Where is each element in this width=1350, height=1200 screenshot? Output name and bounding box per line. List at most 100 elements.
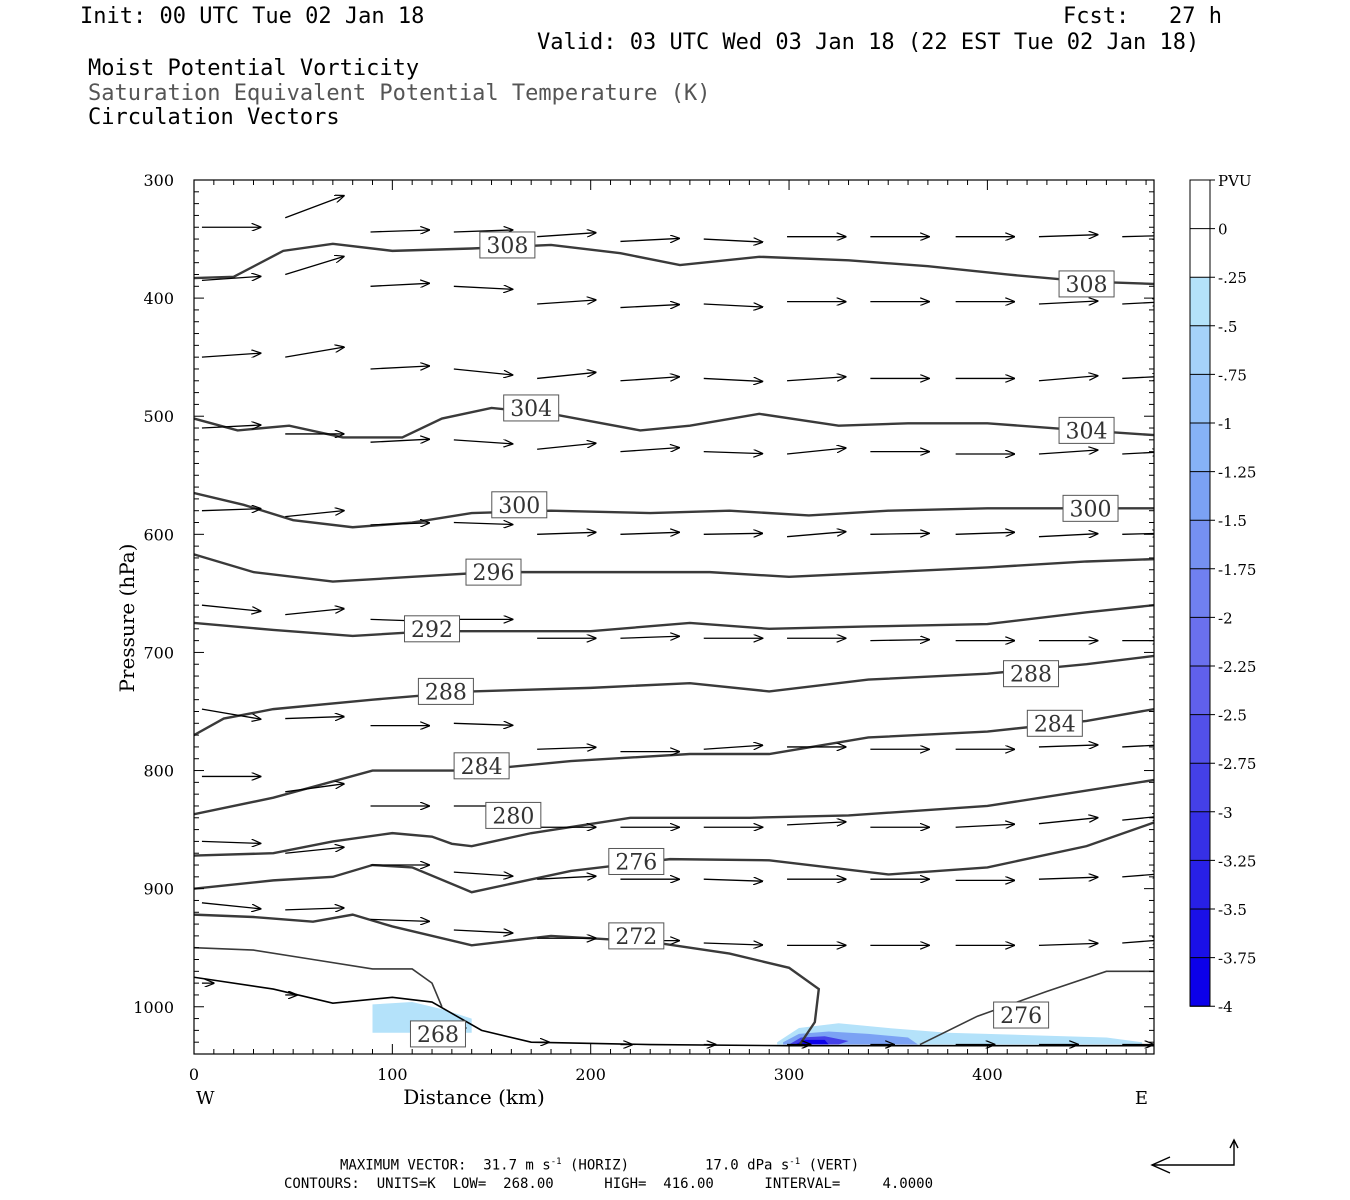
contour-label: 304 [510, 397, 552, 422]
colorbar-label: -3.75 [1218, 950, 1256, 968]
theta-es-contour-6 [194, 707, 1154, 816]
circulation-vector [703, 879, 763, 881]
reference-vector-head-v [1229, 1138, 1239, 1149]
circulation-vector [453, 930, 513, 933]
contour-label-box [503, 394, 560, 422]
max-vector-horiz-exp: -1 [550, 1157, 562, 1167]
circulation-vector [1122, 745, 1154, 747]
contour-label-box [1058, 270, 1115, 298]
circulation-vector [787, 532, 846, 538]
circulation-vector [285, 347, 344, 358]
circulation-vector [537, 747, 596, 749]
circulation-vector [1038, 376, 1098, 382]
circulation-vector [201, 708, 261, 719]
circulation-vector [453, 230, 513, 232]
circulation-vector [703, 745, 763, 750]
contour-label: 304 [1066, 419, 1108, 444]
contour-label: 288 [425, 680, 467, 705]
colorbar-label: -.5 [1218, 318, 1237, 336]
pv-shading-2 [898, 973, 920, 984]
west-label: W [196, 1088, 215, 1109]
contour-label: 300 [498, 494, 540, 519]
contour-label: 284 [1034, 712, 1076, 737]
circulation-vector [703, 239, 763, 242]
circulation-vector [1122, 874, 1154, 877]
max-vector-horiz-label: (HORIZ) [561, 1157, 629, 1174]
colorbar-swatch [1190, 325, 1210, 375]
max-vector-horiz-value: MAXIMUM VECTOR: 31.7 m s [340, 1157, 551, 1174]
circulation-vector [201, 276, 261, 282]
contour-label-box [479, 231, 536, 259]
colorbar-unit: PVU [1218, 172, 1252, 190]
colorbar-label: -2.5 [1218, 707, 1247, 725]
contour-label-box [608, 922, 665, 950]
circulation-vector [1122, 452, 1154, 454]
colorbar-swatch [1190, 180, 1210, 229]
circulation-vector [285, 256, 344, 276]
circulation-vector [703, 452, 763, 454]
colorbar-label: -1.25 [1218, 464, 1256, 482]
circulation-vector [1122, 533, 1154, 534]
colorbar-label: -1.5 [1218, 512, 1247, 530]
circulation-vector [1122, 376, 1154, 378]
colorbar-swatch [1190, 471, 1210, 521]
colorbar-swatch [1190, 860, 1210, 909]
theta-es-contour-1 [194, 406, 1154, 439]
circulation-vector [870, 640, 929, 641]
circulation-vector [620, 636, 679, 638]
contour-label: 300 [1070, 497, 1112, 522]
colorbar-label: -3.5 [1218, 901, 1247, 919]
circulation-vector [620, 448, 679, 453]
circulation-vector [620, 532, 679, 534]
max-vector-note: MAXIMUM VECTOR: 31.7 m s-1 (HORIZ) 17.0 d… [340, 1158, 859, 1173]
circulation-vector [201, 902, 261, 909]
contour-label: 272 [615, 925, 657, 950]
circulation-vector [285, 196, 344, 219]
circulation-vector [1038, 818, 1098, 825]
reference-vector-head-h [1150, 1156, 1171, 1174]
colorbar-label: -3 [1218, 804, 1233, 822]
y-tick-label: 500 [143, 407, 174, 426]
x-axis-label: Distance (km) [403, 1085, 545, 1109]
colorbar-label: -4 [1218, 998, 1233, 1016]
circulation-vector [201, 425, 261, 428]
circulation-vector [1038, 877, 1098, 879]
theta-es-contour-11 [194, 946, 443, 1008]
circulation-vector [787, 822, 846, 825]
contour-label: 276 [615, 850, 657, 875]
colorbar-swatch [1190, 666, 1210, 715]
circulation-vector [537, 300, 596, 305]
contour-label-box [1026, 709, 1083, 737]
circulation-vector [1122, 236, 1154, 237]
circulation-vector [1038, 943, 1098, 945]
x-tick-label: 300 [774, 1065, 805, 1084]
contour-info: CONTOURS: UNITS=K LOW= 268.00 HIGH= 416.… [284, 1176, 934, 1192]
circulation-vector [870, 533, 929, 534]
circulation-vector [955, 824, 1015, 827]
plot-content [194, 196, 1154, 1047]
circulation-vector [537, 443, 596, 450]
contour-label: 284 [461, 755, 503, 780]
y-tick-label: 800 [143, 762, 174, 781]
circulation-vector [537, 372, 596, 380]
colorbar-swatch [1190, 520, 1210, 569]
contour-label: 280 [492, 804, 534, 829]
circulation-vector [787, 377, 846, 382]
contour-label-box [409, 1020, 466, 1048]
circulation-vector [703, 533, 763, 534]
colorbar-label: -.25 [1218, 269, 1247, 287]
circulation-vector [285, 511, 344, 518]
colorbar-swatch [1190, 763, 1210, 812]
theta-es-contour-12 [194, 976, 1154, 1047]
theta-es-contour-3 [194, 553, 1154, 583]
circulation-vector [201, 509, 261, 511]
theta-es-contour-4 [194, 603, 1154, 638]
circulation-vector [370, 919, 430, 921]
colorbar-label: -2 [1218, 609, 1233, 627]
circulation-vector [201, 353, 261, 358]
circulation-vector [703, 304, 763, 307]
circulation-vector [786, 448, 846, 455]
y-tick-label: 1000 [133, 998, 174, 1017]
circulation-vector [285, 784, 344, 793]
circulation-vector [1122, 816, 1154, 820]
